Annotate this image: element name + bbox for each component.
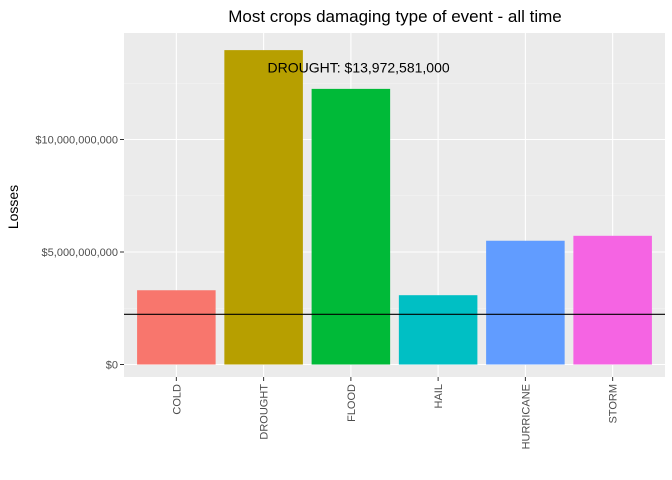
bar-storm xyxy=(573,235,652,365)
y-axis-label: Losses xyxy=(5,185,21,229)
drought-annotation: DROUGHT: $13,972,581,000 xyxy=(268,60,450,76)
y-axis: $0 $5,000,000,000 $10,000,000,000 xyxy=(35,135,124,372)
bar-drought xyxy=(224,50,303,365)
x-tick-label: HURRICANE xyxy=(520,384,532,449)
x-tick-label: COLD xyxy=(171,384,183,415)
chart-title: Most crops damaging type of event - all … xyxy=(228,7,562,26)
x-tick-label: HAIL xyxy=(433,384,445,408)
bar-hail xyxy=(398,295,478,365)
bar-cold xyxy=(137,290,216,365)
x-tick-label: FLOOD xyxy=(346,384,358,422)
y-tick-label: $5,000,000,000 xyxy=(42,247,118,259)
x-tick-label: STORM xyxy=(608,384,620,424)
bar-flood xyxy=(311,88,391,365)
y-tick-label: $10,000,000,000 xyxy=(35,135,118,147)
bars xyxy=(137,50,652,365)
y-tick-label: $0 xyxy=(106,360,118,372)
x-axis: COLD DROUGHT FLOOD HAIL HURRICANE STORM xyxy=(171,377,620,449)
bar-hurricane xyxy=(486,240,565,365)
x-tick-label: DROUGHT xyxy=(259,384,271,440)
